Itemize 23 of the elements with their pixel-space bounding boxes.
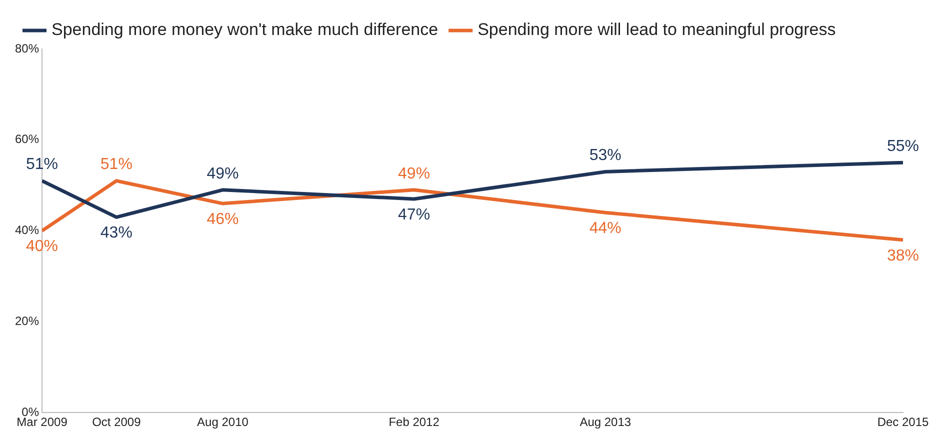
data-label: 49% [398, 165, 430, 182]
data-label: 53% [589, 147, 622, 164]
data-label: 38% [886, 247, 920, 264]
y-tick-label: 60% [14, 132, 40, 146]
data-label: 49% [206, 165, 239, 182]
data-label: 44% [589, 220, 622, 238]
x-tick-label: Oct 2009 [92, 415, 142, 430]
data-label: 51% [100, 156, 132, 174]
legend-label: Spending more money won't make much difference [52, 20, 438, 40]
data-label: 43% [100, 224, 132, 242]
data-label: 47% [398, 206, 430, 224]
data-label: 40% [26, 238, 58, 256]
x-tick-label: Feb 2012 [388, 415, 440, 430]
x-tick-label: Aug 2010 [197, 415, 249, 430]
data-label: 46% [206, 210, 239, 228]
x-tick-label: Aug 2013 [580, 415, 632, 430]
x-tick-label: Dec 2015 [877, 415, 930, 430]
legend-label: Spending more will lead to meaningful progress [478, 20, 836, 40]
y-tick-label: 20% [14, 314, 40, 328]
y-tick-label: 80% [14, 41, 40, 56]
y-tick-label: 40% [14, 223, 40, 238]
data-label: 51% [26, 156, 58, 174]
data-label: 55% [886, 138, 920, 156]
